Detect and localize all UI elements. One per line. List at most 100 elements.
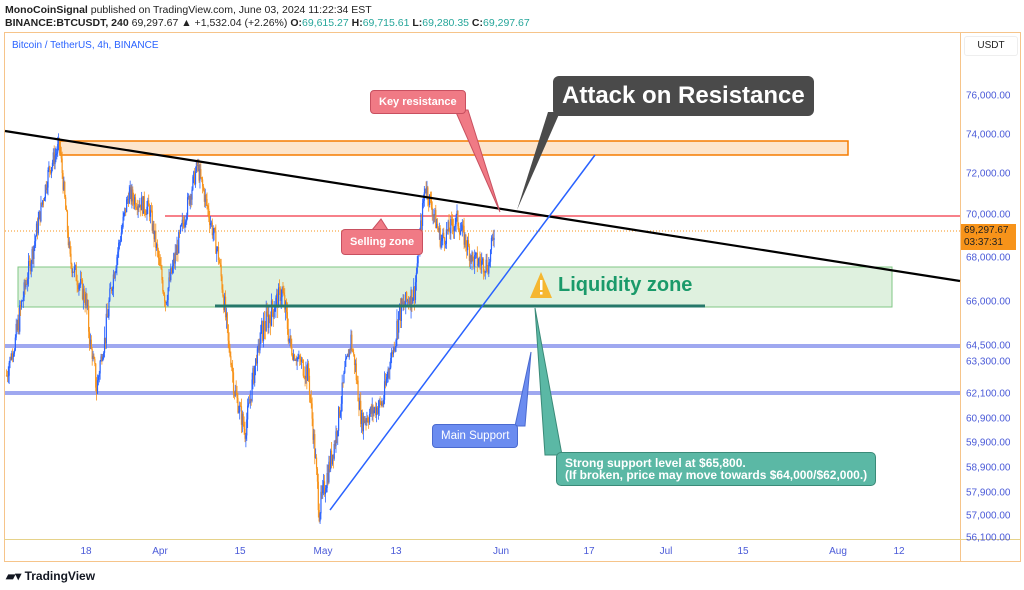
candle-body	[353, 352, 355, 355]
candle-body	[265, 311, 267, 331]
candle-body	[194, 171, 196, 185]
candle-body	[317, 481, 319, 511]
candle-body	[216, 248, 218, 254]
time-tick: 17	[583, 546, 595, 557]
candle-body	[176, 245, 178, 255]
candle-body	[122, 216, 124, 228]
chart-frame	[4, 32, 1021, 562]
l-label: L:	[412, 17, 423, 29]
candle-body	[35, 223, 38, 237]
candle-body	[149, 209, 152, 217]
candle-body	[392, 347, 394, 355]
candle-body	[214, 228, 216, 232]
candle-body	[40, 202, 42, 222]
candle-body	[237, 398, 239, 413]
candle-body	[180, 224, 182, 226]
candles	[5, 133, 495, 524]
candle-body	[111, 288, 113, 291]
candle-body	[52, 152, 54, 163]
candle-body	[290, 335, 292, 348]
candle-body	[200, 169, 202, 178]
candle-body	[247, 402, 250, 406]
candle-body	[13, 350, 16, 354]
candle-body	[46, 187, 48, 191]
candle-body	[451, 219, 453, 220]
candle-body	[243, 424, 245, 429]
candle-body	[108, 300, 110, 317]
candle-body	[369, 407, 372, 414]
candle-body	[273, 311, 275, 318]
candle-body	[202, 186, 205, 191]
candle-body	[96, 387, 98, 394]
candle-body	[376, 407, 378, 416]
candle-body	[160, 265, 162, 269]
candle-body	[42, 200, 44, 205]
current-price: 69,297.67	[964, 225, 1009, 236]
candle-body	[251, 379, 253, 401]
candle-body	[400, 299, 402, 321]
candle-body	[158, 258, 160, 260]
current-price-label: 69,297.67 03:37:31	[961, 224, 1016, 250]
brand-name: TradingView	[24, 569, 96, 583]
time-tick: 15	[234, 546, 246, 557]
candle-body	[432, 214, 434, 216]
candle-body	[89, 339, 92, 347]
candle-body	[12, 353, 15, 357]
candle-body	[311, 403, 313, 419]
candle-body	[84, 299, 86, 306]
candle-body	[21, 300, 23, 302]
candle-body	[435, 209, 437, 229]
candle-body	[7, 375, 9, 377]
candle-body	[316, 468, 319, 482]
author[interactable]: MonoCoinSignal	[5, 4, 88, 16]
price-tick: 62,100.00	[966, 388, 1011, 400]
currency-unit[interactable]: USDT	[964, 36, 1018, 56]
candle-body	[396, 320, 398, 340]
candle-body	[93, 355, 95, 359]
candle-body	[349, 349, 351, 351]
candle-body	[50, 170, 52, 174]
candle-body	[97, 376, 99, 381]
candle-body	[436, 223, 438, 229]
candle-body	[228, 340, 230, 348]
candle-body	[76, 281, 78, 286]
candle-body	[162, 280, 164, 292]
candle-body	[164, 301, 167, 304]
candle-body	[149, 206, 151, 217]
time-tick: 18	[80, 546, 92, 557]
candle-body	[479, 258, 481, 263]
candle-body	[81, 279, 84, 300]
candle-body	[242, 413, 244, 425]
candle-body	[454, 224, 456, 227]
candle-body	[267, 314, 269, 328]
candle-body	[67, 232, 69, 246]
candle-body	[324, 492, 326, 495]
candle-body	[355, 363, 357, 381]
time-tick: Jul	[659, 546, 673, 557]
time-axis-border	[4, 539, 1021, 540]
candle-body	[398, 311, 400, 333]
candle-body	[424, 188, 426, 193]
candle-body	[49, 166, 51, 171]
candle-body	[235, 390, 237, 395]
candle-body	[121, 227, 123, 233]
candle-body	[54, 155, 56, 165]
candle-body	[338, 407, 341, 417]
candle-body	[109, 288, 111, 301]
candle-body	[334, 443, 336, 447]
candle-body	[138, 206, 140, 207]
chart-title[interactable]: Bitcoin / TetherUS, 4h, BINANCE	[12, 40, 159, 51]
candle-body	[209, 217, 211, 226]
candle-body	[368, 421, 370, 423]
candle-body	[270, 300, 273, 326]
candle-body	[110, 288, 112, 289]
price-tick: 57,000.00	[966, 510, 1011, 522]
tradingview-logo[interactable]: ▰▾ TradingView	[6, 569, 95, 583]
candle-body	[319, 513, 321, 522]
candle-body	[292, 354, 295, 360]
candle-body	[328, 461, 330, 483]
time-tick: Jun	[492, 546, 510, 557]
candle-body	[15, 323, 17, 338]
candle-body	[381, 402, 383, 406]
